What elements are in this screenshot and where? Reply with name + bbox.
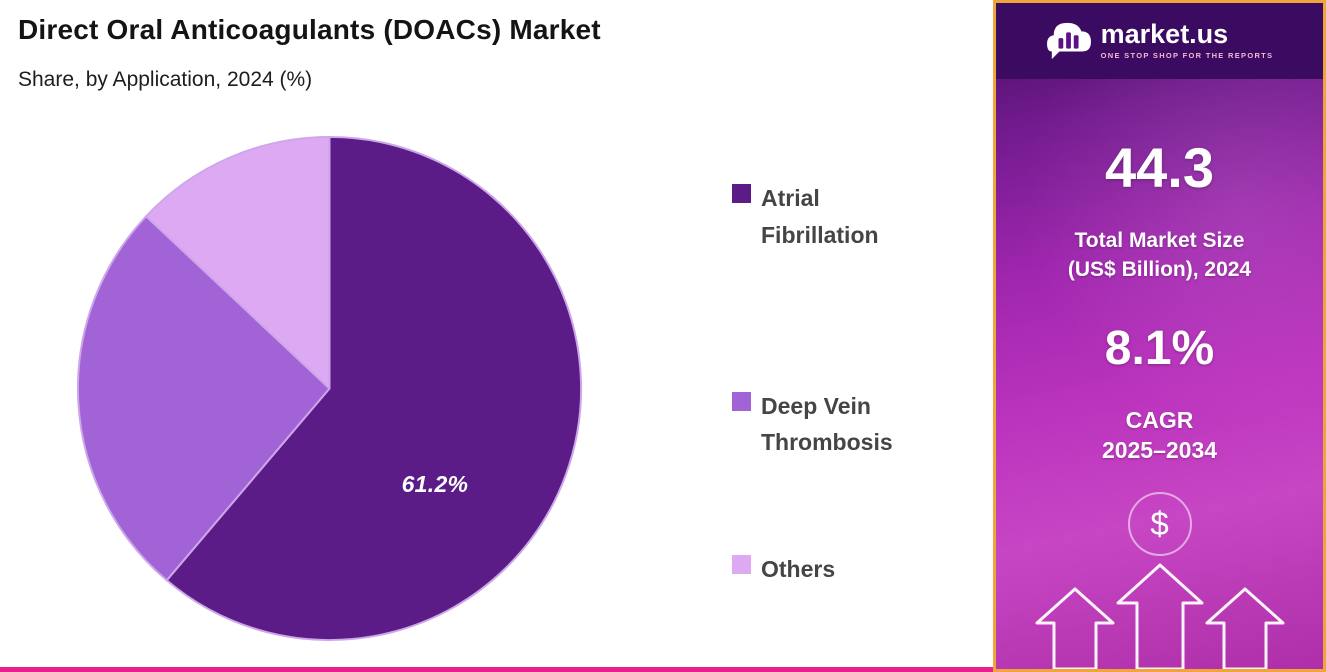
brand-tagline: ONE STOP SHOP FOR THE REPORTS [1100,51,1274,61]
legend-item-atrial-fibrillation: Atrial Fibrillation [732,180,982,254]
cagr-label-line1: CAGR [1125,406,1194,433]
pie-chart-container: 61.2% [72,131,587,646]
market-size-label: Total Market Size (US$ Billion), 2024 [1068,226,1251,285]
market-size-label-line1: Total Market Size [1074,229,1245,252]
cagr-label: CAGR 2025–2034 [1102,406,1217,466]
bottom-accent-bar [0,667,1326,672]
brand-header: market.us ONE STOP SHOP FOR THE REPORTS [996,3,1323,79]
cagr-value: 8.1% [1104,321,1215,375]
chart-area: Direct Oral Anticoagulants (DOACs) Marke… [18,14,982,646]
dollar-circle: $ [1127,491,1192,556]
market-size-value: 44.3 [1105,136,1214,199]
page-title: Direct Oral Anticoagulants (DOACs) Marke… [18,14,601,45]
marketus-logo-icon [1046,22,1091,60]
pie-slice-deep-vein-thrombosis [77,215,331,582]
brand-name: market.us [1100,18,1229,49]
chart-subtitle: Share, by Application, 2024 (%) [18,68,313,91]
pie-slice-data-label: 61.2% [401,470,469,497]
legend-item-others: Others [732,551,982,588]
pie-chart [77,135,583,641]
legend-item-deep-vein-thrombosis: Deep Vein Thrombosis [732,388,982,462]
legend-label: Deep Vein Thrombosis [761,392,893,456]
dollar-icon: $ [1150,504,1169,542]
market-size-label-line2: (US$ Billion), 2024 [1067,258,1252,282]
legend-marker-others [732,555,751,575]
legend-label: Others [761,556,836,583]
pie-slice-others [145,135,331,390]
legend-marker-deep-vein-thrombosis [732,391,751,411]
legend-marker-atrial-fibrillation [732,184,751,203]
pie-slice-atrial-fibrillation [165,135,583,641]
growth-arrows-icon [1035,563,1284,669]
cagr-label-line2: 2025–2034 [1101,436,1218,463]
brand-text-block: market.us ONE STOP SHOP FOR THE REPORTS [1100,18,1274,61]
legend-label: Atrial Fibrillation [761,185,879,248]
stats-sidebar: market.us ONE STOP SHOP FOR THE REPORTS … [993,0,1326,672]
chart-legend: Atrial Fibrillation Deep Vein Thrombosis… [732,180,982,588]
